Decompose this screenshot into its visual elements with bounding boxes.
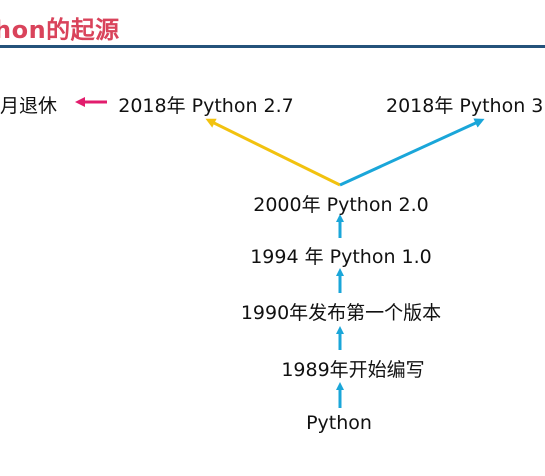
arrow-2000-to-3 bbox=[339, 118, 485, 187]
node-python-2-7: 2018年 Python 2.7 bbox=[118, 95, 294, 117]
node-retire: 月退休 bbox=[0, 95, 58, 117]
node-start-writing: 1989年开始编写 bbox=[281, 359, 425, 381]
arrow-2000-to-2-7 bbox=[205, 118, 341, 187]
node-python-2-0: 2000年 Python 2.0 bbox=[253, 194, 429, 216]
node-python-3: 2018年 Python 3 bbox=[386, 95, 544, 117]
node-python-1-0: 1994 年 Python 1.0 bbox=[250, 246, 432, 268]
node-first-release: 1990年发布第一个版本 bbox=[240, 302, 442, 324]
slide-title: hon的起源 bbox=[0, 16, 120, 44]
node-python-origin: Python bbox=[306, 412, 372, 434]
title-divider bbox=[0, 45, 545, 48]
